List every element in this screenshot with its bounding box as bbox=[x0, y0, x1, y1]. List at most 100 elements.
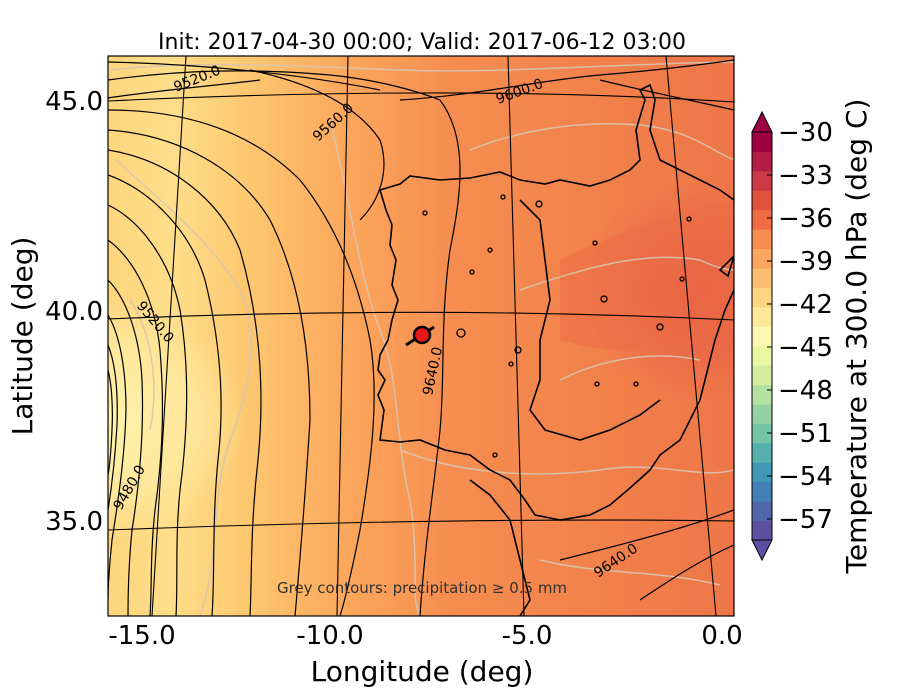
precip-contour bbox=[559, 355, 701, 381]
parallel-45 bbox=[108, 92, 734, 103]
precip-contour bbox=[115, 159, 252, 616]
height-contour bbox=[108, 279, 144, 616]
parallel-35 bbox=[108, 519, 734, 531]
colorbar-tick-label: −30 bbox=[778, 118, 833, 148]
terrain-contour bbox=[686, 216, 692, 222]
precip-contour bbox=[469, 123, 734, 161]
colorbar-segment bbox=[752, 190, 772, 211]
terrain-contour bbox=[500, 194, 506, 200]
height-contour bbox=[399, 59, 734, 101]
colorbar-segment bbox=[752, 248, 772, 269]
coastline-south bbox=[377, 189, 734, 521]
terrain-contour bbox=[469, 269, 475, 275]
height-contour bbox=[108, 204, 188, 616]
height-contour bbox=[559, 509, 734, 561]
height-contour bbox=[108, 70, 441, 101]
height-contour bbox=[108, 239, 164, 616]
terrain-contour bbox=[679, 276, 685, 282]
colorbar-segment bbox=[752, 442, 772, 463]
parallel-40 bbox=[108, 311, 734, 321]
precip-contours bbox=[109, 61, 734, 616]
colorbar-segment bbox=[752, 229, 772, 250]
colorbar-segment bbox=[752, 326, 772, 347]
terrain-contour bbox=[514, 346, 522, 354]
terrain-contour bbox=[487, 247, 493, 253]
map-panel: 9520.0 9560.0 9600.0 9520.0 9640.0 9480.… bbox=[108, 56, 734, 616]
x-tick-label: -15.0 bbox=[108, 621, 175, 651]
terrain-contour bbox=[456, 328, 466, 338]
colorbar-tick-label: −45 bbox=[778, 333, 833, 363]
warm-band bbox=[560, 200, 734, 351]
coastline-north bbox=[379, 83, 734, 201]
terrain-contour bbox=[592, 240, 598, 246]
plot-title: Init: 2017-04-30 00:00; Valid: 2017-06-1… bbox=[158, 30, 686, 55]
height-contour bbox=[108, 109, 375, 616]
colorbar-segment bbox=[752, 268, 772, 288]
precip-contour bbox=[129, 299, 155, 431]
meridian-0 bbox=[665, 56, 717, 616]
colorbar-tick-label: −48 bbox=[778, 376, 833, 406]
river-ebro bbox=[519, 199, 661, 441]
colorbar-ticks: −30 −33 −36 −39 −42 −45 −48 −51 −54 −57 bbox=[778, 118, 833, 535]
colorbar-segment bbox=[752, 209, 772, 230]
height-contour bbox=[108, 79, 261, 99]
height-contours bbox=[108, 59, 734, 616]
meridian-5 bbox=[507, 56, 525, 616]
x-tick-labels: -15.0 -10.0 -5.0 0.0 bbox=[108, 621, 742, 651]
height-contour bbox=[108, 344, 118, 511]
colorbar-segment bbox=[752, 384, 772, 405]
height-contour bbox=[108, 149, 262, 616]
colorbar-extend-bottom bbox=[751, 539, 773, 562]
terrain-contour bbox=[535, 200, 543, 208]
meridian-15 bbox=[151, 56, 187, 616]
colorbar-label: Temperature at 300.0 hPa (deg C) bbox=[840, 99, 873, 575]
colorbar-segment bbox=[752, 423, 772, 444]
height-contour bbox=[108, 369, 113, 476]
height-contour bbox=[108, 129, 311, 616]
colorbar-segment bbox=[752, 365, 772, 386]
height-contour bbox=[639, 544, 734, 601]
colorbar-tick-label: −51 bbox=[778, 419, 833, 449]
terrain-contour bbox=[600, 295, 608, 303]
colorbar-segment bbox=[752, 462, 772, 483]
x-tick-label: -10.0 bbox=[296, 621, 363, 651]
y-axis-label: Latitude (deg) bbox=[6, 237, 39, 436]
terrain-contour bbox=[594, 381, 600, 387]
x-tick-label: 0.0 bbox=[701, 621, 742, 651]
colorbar-extend-top bbox=[751, 110, 773, 133]
terrain-contour bbox=[633, 381, 639, 387]
colorbar-tick-label: −33 bbox=[778, 161, 833, 191]
colorbar-segment bbox=[752, 520, 772, 541]
terrain-contours bbox=[422, 194, 692, 458]
height-contour bbox=[108, 174, 222, 616]
colorbar-segment bbox=[752, 287, 772, 308]
precip-contour bbox=[519, 256, 734, 291]
colorbar-frame bbox=[751, 131, 773, 541]
height-contour bbox=[249, 69, 385, 221]
y-tick-label: 40.0 bbox=[45, 297, 103, 327]
colorbar-segment bbox=[752, 404, 772, 424]
precip-contour bbox=[539, 559, 721, 586]
colorbar-tick-label: −42 bbox=[778, 290, 833, 320]
colorbar-segment bbox=[752, 132, 772, 152]
colorbar-segment bbox=[752, 501, 772, 522]
colorbar-segment bbox=[752, 306, 772, 327]
precip-contour bbox=[109, 61, 734, 72]
y-tick-label: 35.0 bbox=[45, 507, 103, 537]
precip-contour bbox=[399, 449, 734, 475]
height-contour bbox=[419, 99, 461, 616]
graticule bbox=[108, 56, 734, 616]
colorbar-tick-label: −39 bbox=[778, 247, 833, 277]
colorbar-segment bbox=[752, 481, 772, 502]
x-tick-label: -5.0 bbox=[502, 621, 553, 651]
coastline-africa bbox=[469, 479, 531, 616]
colorbar-segment bbox=[752, 151, 772, 172]
precip-contour bbox=[329, 119, 421, 616]
location-marker bbox=[412, 325, 432, 345]
height-contour bbox=[108, 314, 127, 601]
colorbar-segment bbox=[752, 345, 772, 366]
terrain-contour bbox=[492, 452, 498, 458]
colorbar-segment bbox=[752, 170, 772, 191]
colorbar bbox=[751, 110, 773, 562]
y-tick-labels: 45.0 40.0 35.0 bbox=[45, 87, 103, 537]
